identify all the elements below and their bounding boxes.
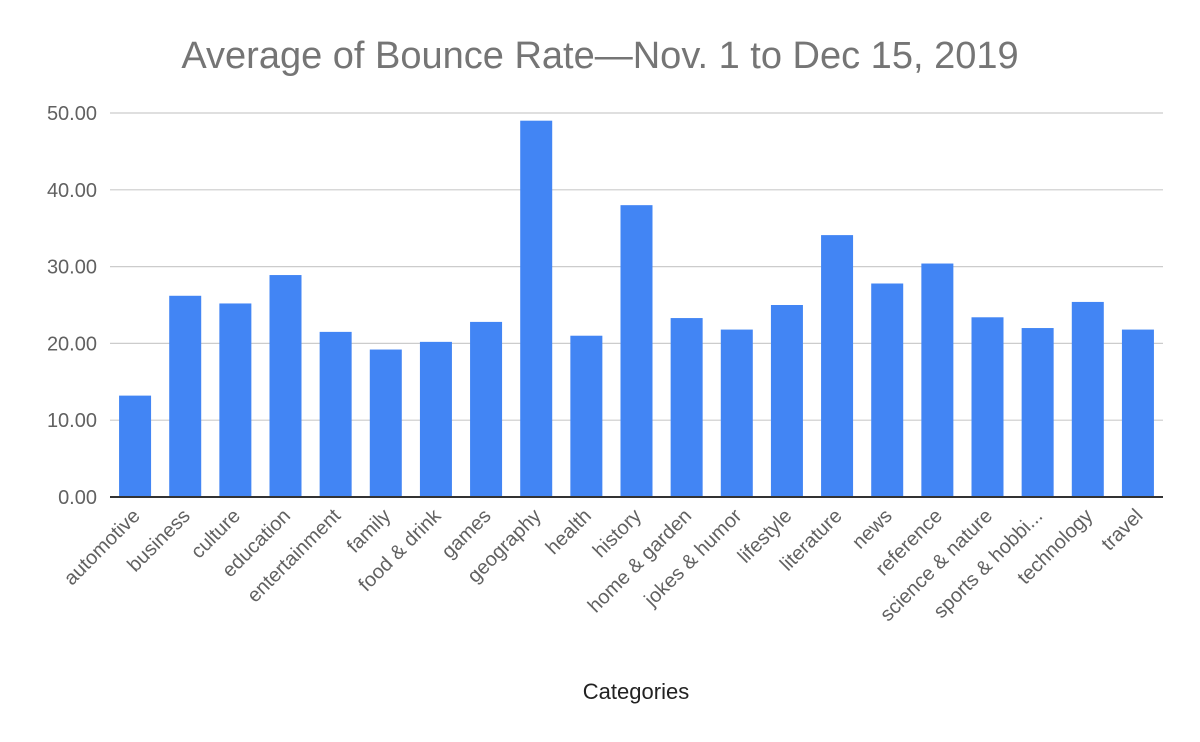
y-tick-label: 30.00 bbox=[47, 257, 97, 279]
bar-science-nature bbox=[971, 317, 1004, 497]
y-tick-label: 20.00 bbox=[47, 333, 97, 355]
bar-literature bbox=[821, 235, 854, 498]
x-tick-label: health bbox=[542, 505, 596, 559]
bar-business bbox=[169, 295, 202, 497]
bar-health bbox=[570, 335, 603, 497]
x-axis-label: Categories bbox=[583, 679, 689, 704]
chart-title: Average of Bounce Rate—Nov. 1 to Dec 15,… bbox=[181, 35, 1018, 77]
bar-automotive bbox=[119, 395, 152, 497]
bar-food-drink bbox=[419, 341, 452, 497]
bars bbox=[119, 120, 1154, 498]
bar-history bbox=[620, 205, 653, 497]
bar-sports-hobbi bbox=[1021, 328, 1054, 497]
bar-jokes-humor bbox=[720, 329, 753, 497]
bar-family bbox=[369, 349, 402, 497]
y-tick-label: 40.00 bbox=[47, 180, 97, 202]
bar-technology bbox=[1071, 301, 1104, 497]
bar-home-garden bbox=[670, 318, 703, 497]
bar-travel bbox=[1121, 329, 1154, 497]
bar-geography bbox=[520, 120, 553, 498]
x-axis-tick-labels: automotivebusinesscultureeducationentert… bbox=[60, 504, 1148, 626]
bar-news bbox=[871, 283, 904, 497]
bar-culture bbox=[219, 303, 252, 497]
bar-lifestyle bbox=[770, 305, 803, 497]
y-tick-label: 50.00 bbox=[47, 103, 97, 125]
y-tick-label: 0.00 bbox=[58, 487, 97, 509]
y-tick-label: 10.00 bbox=[47, 410, 97, 432]
x-tick-label: travel bbox=[1097, 505, 1147, 555]
bar-education bbox=[269, 275, 302, 497]
bar-games bbox=[470, 321, 503, 497]
x-tick-label: automotive bbox=[60, 505, 145, 590]
bar-reference bbox=[921, 263, 954, 497]
bar-entertainment bbox=[319, 331, 352, 497]
y-axis-tick-labels: 0.00 10.00 20.00 30.00 40.00 50.00 bbox=[47, 103, 97, 509]
